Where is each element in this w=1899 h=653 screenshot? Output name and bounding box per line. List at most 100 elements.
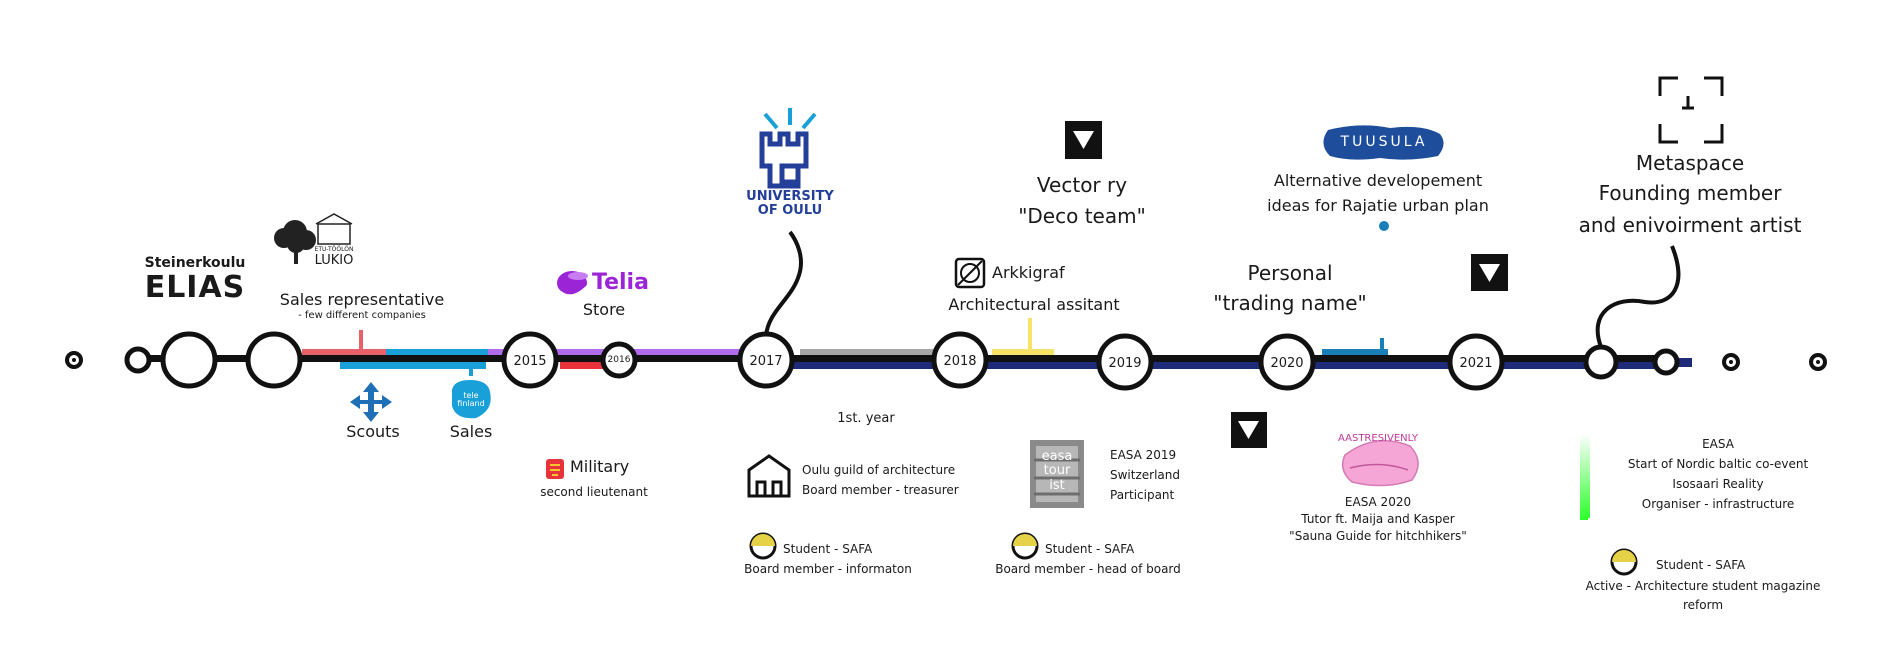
easa2019-logo-text: easa tour ist	[1041, 449, 1073, 493]
end-dot-right-2	[1809, 353, 1827, 371]
bar-sales-rep-stub	[359, 330, 363, 352]
node-metaspace	[1583, 344, 1619, 380]
metaspace-line3: and enivoirment artist	[1578, 213, 1802, 237]
tele-finland-logo-text: tele finland	[457, 391, 485, 408]
year-2015: 2015	[513, 354, 547, 369]
metaspace-frame-icon	[1658, 76, 1724, 144]
connector-university	[764, 230, 803, 337]
bar-military	[560, 362, 606, 369]
safa1-line2: Board member - informaton	[744, 562, 912, 576]
bar-personal	[1322, 349, 1388, 356]
university-rays-icon	[763, 108, 817, 130]
main-timeline	[130, 355, 1670, 362]
year-2018: 2018	[943, 354, 977, 369]
start-node-small	[124, 346, 152, 374]
military-lion-icon	[546, 459, 564, 479]
node-2019	[1096, 333, 1154, 391]
easa2020-line1: EASA 2020	[1344, 495, 1412, 509]
bar-arkkigraf-stub	[1028, 318, 1032, 350]
year-2019: 2019	[1108, 356, 1142, 371]
arkkigraf-sub: Architectural assitant	[948, 295, 1120, 314]
sales-label: Sales	[449, 422, 493, 441]
easa-nordic-line3: Isosaari Reality	[1672, 477, 1764, 491]
easa2019-line3: Participant	[1110, 488, 1175, 502]
arkkigraf-title: Arkkigraf	[992, 263, 1065, 282]
down-arrow-icon-vector	[1065, 121, 1102, 159]
scouts-label: Scouts	[346, 422, 400, 441]
node-2021	[1447, 333, 1505, 391]
university-name-line1: UNIVERSITY	[746, 189, 834, 204]
safa-half-circle-icon-3	[1610, 548, 1638, 576]
telia-logo-icon	[557, 271, 590, 298]
arkkigraf-icon	[954, 257, 986, 289]
first-year-label: 1st. year	[837, 411, 895, 426]
safa3-line3: reform	[1682, 598, 1724, 612]
vector-line1: Vector ry	[1036, 173, 1128, 197]
node-2016	[600, 341, 638, 379]
tuusula-line2: ideas for Rajatie urban plan	[1267, 196, 1489, 215]
military-sub: second lieutenant	[540, 485, 648, 499]
oulu-guild-line1: Oulu guild of architecture	[802, 463, 956, 477]
elias-logo-line1: Steinerkoulu	[144, 255, 246, 271]
easa2019-line1: EASA 2019	[1110, 448, 1177, 462]
easa2019-line2: Switzerland	[1110, 468, 1180, 482]
safa-half-circle-icon-2	[1011, 532, 1039, 560]
military-title: Military	[570, 457, 630, 476]
tele-finland-logo	[452, 380, 491, 419]
start-node-1	[160, 331, 218, 389]
university-logo	[759, 108, 817, 189]
bar-arkkigraf-gray	[800, 349, 940, 356]
easa-nordic-green-face	[1582, 434, 1590, 518]
sales-rep-sub: - few different companies	[298, 310, 426, 321]
end-dot-left	[65, 351, 83, 369]
vector-line2: "Deco team"	[1018, 204, 1146, 228]
lukio-logo-line2: LUKIO	[314, 253, 354, 268]
safa3-line1: Student - SAFA	[1656, 558, 1746, 572]
node-2018	[931, 331, 989, 389]
lukio-logo-line1: ETU-TÖÖLÖN	[314, 246, 354, 253]
oulu-guild-line2: Board member - treasurer	[802, 483, 959, 497]
easa2020-line2: Tutor ft. Maija and Kasper	[1301, 512, 1455, 526]
bar-arkkigraf-yellow	[992, 349, 1054, 356]
easa-nordic-line1: EASA	[1702, 437, 1734, 451]
bar-sales-rep	[302, 349, 386, 356]
bar-scouts-above	[386, 349, 488, 356]
tuusula-logo-text: TUUSULA	[1340, 134, 1428, 150]
easa2019-logo	[1030, 440, 1084, 508]
sales-rep-title: Sales representative	[279, 290, 445, 309]
bar-personal-stub	[1380, 338, 1384, 352]
node-2020	[1258, 333, 1316, 391]
telia-store-label: Store	[582, 300, 626, 319]
year-2020: 2020	[1270, 356, 1304, 371]
metaspace-line1: Metaspace	[1635, 151, 1745, 175]
personal-line2: "trading name"	[1213, 291, 1367, 315]
bar-scouts-below	[340, 362, 486, 369]
down-arrow-icon-below	[1231, 412, 1267, 448]
personal-line1: Personal	[1247, 261, 1333, 285]
tuusula-logo-bg	[1323, 125, 1444, 160]
university-castle-icon	[759, 131, 809, 189]
year-2017: 2017	[749, 354, 783, 369]
lukio-tree-icon	[274, 213, 353, 264]
easa2020-line3: "Sauna Guide for hitchhikers"	[1289, 529, 1467, 543]
down-arrow-icon-personal	[1471, 254, 1508, 291]
bar-university	[792, 362, 1670, 369]
connector-metaspace	[1595, 245, 1681, 348]
castle-icon	[747, 454, 791, 498]
year-2021: 2021	[1459, 356, 1493, 371]
easa2020-logo-text: AASTRESIVENLY	[1338, 433, 1418, 444]
safa2-line2: Board member - head of board	[995, 562, 1181, 576]
telia-logo-text: Telia	[592, 270, 649, 295]
scouts-fleur-icon	[350, 382, 392, 422]
end-dot-right-1	[1722, 353, 1740, 371]
year-2016: 2016	[607, 355, 631, 365]
tuusula-line1: Alternative developement	[1273, 171, 1483, 190]
safa3-line2: Active - Architecture student magazine	[1585, 579, 1821, 593]
tuusula-dot	[1379, 221, 1389, 231]
elias-logo-line2: ELIAS	[144, 270, 246, 305]
safa1-line1: Student - SAFA	[783, 542, 873, 556]
university-name-line2: OF OULU	[757, 203, 823, 218]
metaspace-line2: Founding member	[1598, 181, 1782, 205]
